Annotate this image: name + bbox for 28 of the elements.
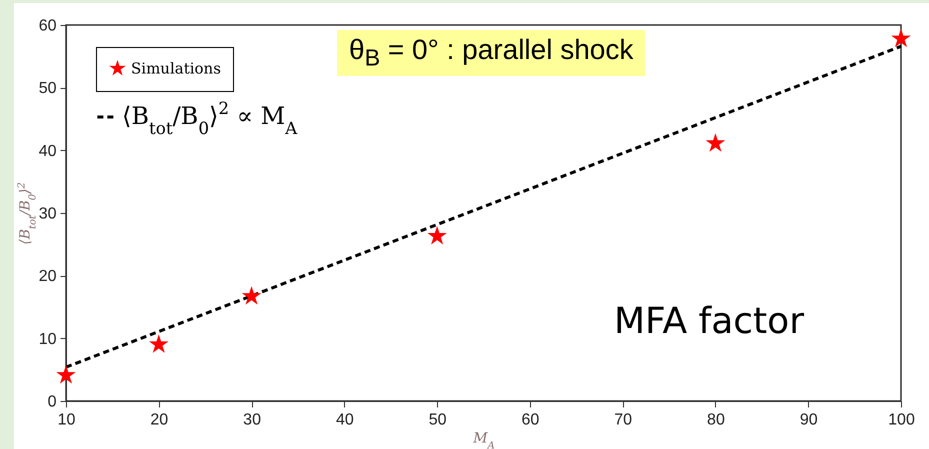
x-tick-label: 70 [614, 412, 632, 428]
x-tick-label: 40 [336, 412, 354, 428]
x-tick-label: 90 [800, 412, 818, 428]
point [56, 365, 76, 384]
point [706, 133, 726, 152]
point [242, 286, 262, 305]
x-tick-label: 100 [888, 412, 915, 428]
x-tick-label: 60 [521, 412, 540, 428]
annotation: θ$_{B}$ = 0° : parallel shock [337, 30, 646, 76]
y-tick-label: 10 [38, 330, 57, 348]
x-tick-label: 80 [707, 412, 725, 428]
x-tick-label: 50 [428, 412, 447, 428]
legend-label: ⟨B$_{tot}$/B$_{0}$⟩$^{2}$ ∝ M$_{A}$ [122, 98, 298, 138]
y-tick-label: 0 [48, 394, 57, 410]
point [427, 226, 447, 244]
y-tick-label: 40 [38, 142, 57, 160]
x-tick-label: 30 [243, 412, 262, 428]
point [891, 28, 911, 48]
y-tick-label: 50 [38, 80, 57, 98]
point [149, 334, 169, 353]
x-axis-title: M$_{A}$ [472, 430, 495, 449]
annotation: MFA factor [614, 301, 804, 342]
legend-label: Simulations [131, 60, 221, 78]
y-tick-label: 30 [38, 206, 57, 222]
y-tick-label: 60 [38, 18, 57, 34]
x-tick-label: 20 [150, 412, 168, 428]
x-tick-label: 10 [58, 412, 76, 428]
y-tick-label: 20 [38, 268, 57, 286]
